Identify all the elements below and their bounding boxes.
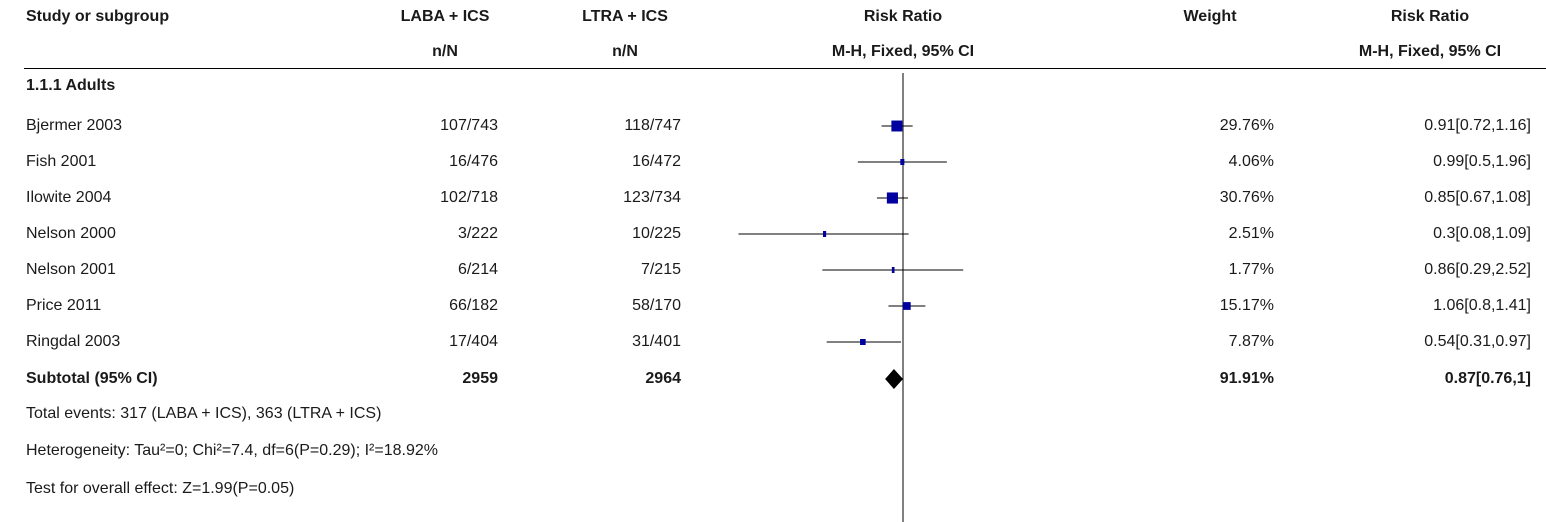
total-events: Total events: 317 (LABA + ICS), 363 (LTR… <box>26 405 382 422</box>
header-rr-sub: M-H, Fixed, 95% CI <box>1358 43 1502 60</box>
study-weight: 15.17% <box>1219 297 1274 314</box>
study-ci: 0.99[0.5,1.96] <box>1433 153 1531 170</box>
study-ci: 0.91[0.72,1.16] <box>1424 117 1531 134</box>
study-marker <box>902 302 911 310</box>
study-group1: 6/214 <box>457 261 498 278</box>
study-marker <box>900 159 905 165</box>
header-group2: LTRA + ICS <box>582 8 668 25</box>
header-plot-sub: M-H, Fixed, 95% CI <box>831 43 975 60</box>
study-name: Ilowite 2004 <box>26 189 112 206</box>
study-name: Price 2011 <box>26 297 102 314</box>
study-marker <box>822 231 827 237</box>
study-group2: 16/472 <box>632 153 681 170</box>
header-group2-sub: n/N <box>612 43 638 60</box>
subtotal-n1: 2959 <box>462 370 498 387</box>
study-group2: 10/225 <box>632 225 681 242</box>
study-group1: 66/182 <box>449 297 498 314</box>
study-group1: 16/476 <box>449 153 498 170</box>
study-marker <box>886 192 898 204</box>
overall-effect: Test for overall effect: Z=1.99(P=0.05) <box>26 480 295 497</box>
study-group2: 58/170 <box>632 297 681 314</box>
subtotal-weight: 91.91% <box>1219 370 1274 387</box>
study-weight: 1.77% <box>1228 261 1274 278</box>
study-ci: 1.06[0.8,1.41] <box>1433 297 1531 314</box>
study-ci: 0.54[0.31,0.97] <box>1424 333 1531 350</box>
subtotal-label: Subtotal (95% CI) <box>26 370 158 387</box>
study-name: Bjermer 2003 <box>26 117 123 134</box>
header-study: Study or subgroup <box>26 8 170 25</box>
study-name: Ringdal 2003 <box>26 333 121 350</box>
study-marker <box>891 120 903 132</box>
header-rr-title: Risk Ratio <box>1390 8 1470 25</box>
subtotal-ci: 0.87[0.76,1] <box>1444 370 1531 387</box>
subgroup-label: 1.1.1 Adults <box>26 77 116 94</box>
header-weight: Weight <box>1183 8 1237 25</box>
header-group1-sub: n/N <box>432 43 458 60</box>
subtotal-diamond <box>885 369 903 389</box>
study-ci: 0.86[0.29,2.52] <box>1424 261 1531 278</box>
study-marker <box>860 339 866 345</box>
study-name: Fish 2001 <box>26 153 97 170</box>
study-name: Nelson 2000 <box>26 225 116 242</box>
study-group2: 7/215 <box>640 261 681 278</box>
header-group1: LABA + ICS <box>400 8 490 25</box>
header-plot-title: Risk Ratio <box>863 8 943 25</box>
study-group2: 31/401 <box>632 333 681 350</box>
study-group1: 107/743 <box>440 117 498 134</box>
study-group1: 3/222 <box>457 225 498 242</box>
study-group2: 118/747 <box>624 117 681 134</box>
header-divider <box>24 68 1546 69</box>
study-weight: 29.76% <box>1219 117 1274 134</box>
study-weight: 4.06% <box>1228 153 1274 170</box>
study-weight: 7.87% <box>1228 333 1274 350</box>
study-weight: 2.51% <box>1228 225 1274 242</box>
subtotal-n2: 2964 <box>645 370 681 387</box>
study-group1: 17/404 <box>449 333 498 350</box>
study-ci: 0.3[0.08,1.09] <box>1433 225 1531 242</box>
study-marker <box>891 267 895 273</box>
study-group2: 123/734 <box>623 189 681 206</box>
study-weight: 30.76% <box>1219 189 1274 206</box>
study-name: Nelson 2001 <box>26 261 116 278</box>
study-group1: 102/718 <box>440 189 498 206</box>
heterogeneity: Heterogeneity: Tau²=0; Chi²=7.4, df=6(P=… <box>26 442 438 459</box>
study-ci: 0.85[0.67,1.08] <box>1424 189 1531 206</box>
